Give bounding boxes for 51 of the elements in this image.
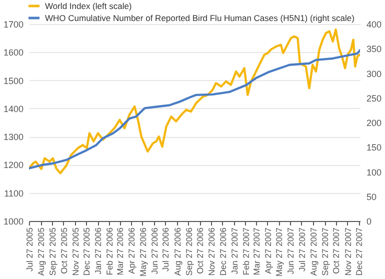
y2-tick-label: 150 [366,142,382,153]
line-series [29,49,360,170]
y2-tick-label: 50 [366,192,377,202]
x-tick-label: Aug 27 2006 [172,227,182,276]
x-tick-label: Sep 27 2007 [320,227,330,276]
x-tick-label: Apr 27 2006 [126,227,137,274]
y2-tick-label: 0 [366,216,372,226]
y-tick-label: 1500 [3,76,24,86]
x-tick-label: Jan 27 2007 [229,227,240,274]
y2-tick-label: 250 [366,93,382,104]
x-tick-label: May 27 2007 [274,227,284,277]
x-tick-label: Sep 27 2005 [48,227,58,276]
x-tick-label: Jun 27 2007 [286,227,296,274]
x-tick-label: Nov 27 2007 [342,227,353,276]
legend-label: World Index (left scale) [45,1,132,11]
y-tick-label: 1600 [3,48,24,58]
x-tick-label: Nov 27 2006 [206,227,217,276]
y2-tick-label: 100 [366,167,382,178]
y2-tick-label: 400 [366,20,382,30]
line-series [29,28,360,174]
y2-tick-label: 350 [366,44,382,54]
y-tick-label: 1200 [3,160,24,170]
x-tick-label: Nov 27 2005 [70,227,80,276]
y-tick-label: 1100 [4,188,24,198]
x-tick-label: Jan 27 2006 [93,227,104,274]
x-tick-label: Dec 27 2005 [82,227,92,276]
x-tick-label: Mar 27 2007 [251,227,262,276]
x-tick-label: Feb 27 2006 [104,227,115,276]
x-tick-label: Oct 27 2006 [195,227,206,274]
legend-label: WHO Cumulative Number of Reported Bird Flu Human Cases (H5N1) (right scale) [45,13,355,23]
x-tick-label: Mar 27 2006 [115,227,126,276]
y-tick-label: 1300 [3,132,24,142]
x-tick-label: Dec 27 2006 [218,227,228,276]
x-tick-label: Aug 27 2007 [308,227,318,276]
y2-tick-label: 300 [366,68,382,79]
x-tick-label: Jun 27 2006 [150,227,160,274]
x-tick-label: Aug 27 2005 [36,227,46,276]
x-tick-label: Jul 27 2007 [296,227,307,272]
x-tick-label: Sep 27 2006 [184,227,194,276]
x-tick-label: May 27 2006 [138,227,148,277]
y-tick-label: 1000 [3,216,24,226]
x-tick-label: Jul 27 2005 [24,227,34,272]
y-tick-label: 1400 [3,104,24,114]
x-tick-label: Dec 27 2007 [354,227,364,276]
x-tick-label: Oct 27 2007 [331,227,342,274]
y2-tick-label: 200 [366,118,382,128]
x-tick-label: Jul 27 2006 [160,227,171,272]
x-tick-label: Feb 27 2007 [240,227,251,276]
y-tick-label: 1700 [3,20,24,30]
x-tick-label: Apr 27 2007 [262,227,273,274]
x-tick-label: Oct 27 2005 [58,227,69,274]
